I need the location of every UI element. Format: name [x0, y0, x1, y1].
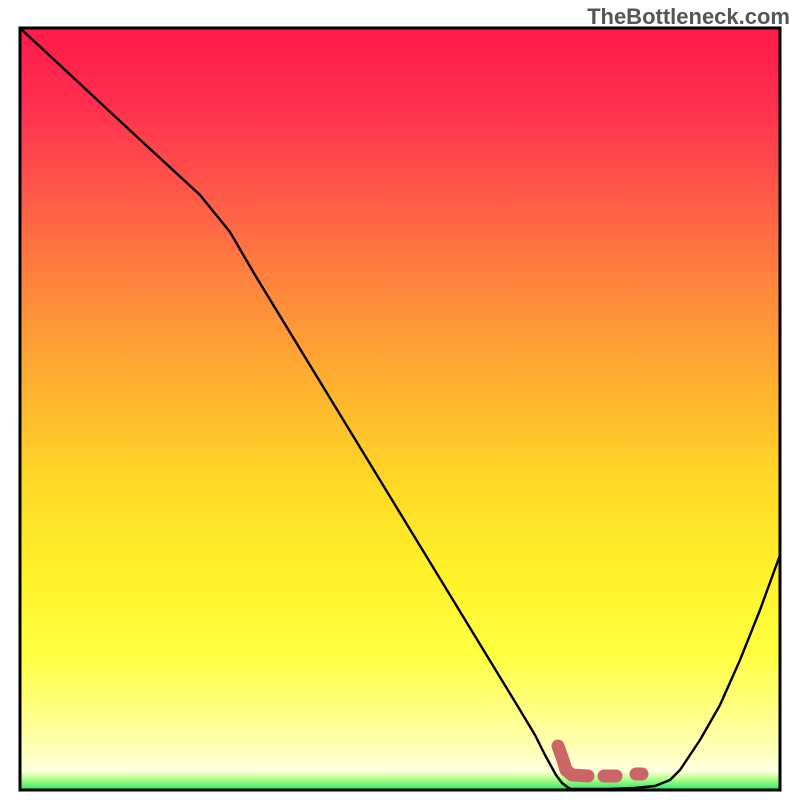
gradient-background — [20, 28, 780, 790]
watermark-text: TheBottleneck.com — [587, 4, 790, 30]
chart-container: { "watermark": "TheBottleneck.com", "cha… — [0, 0, 800, 800]
bottleneck-chart — [0, 0, 800, 800]
